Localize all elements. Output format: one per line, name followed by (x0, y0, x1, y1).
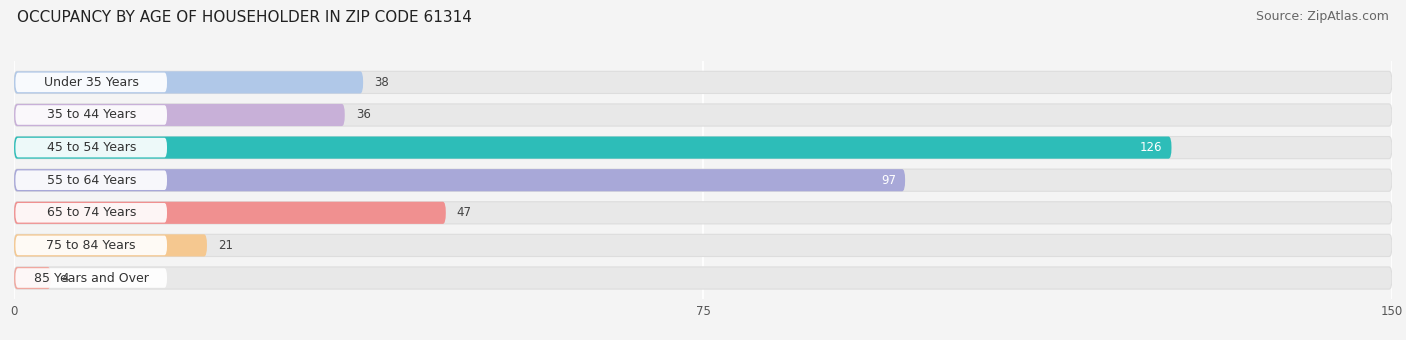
Text: Source: ZipAtlas.com: Source: ZipAtlas.com (1256, 10, 1389, 23)
Text: 75 to 84 Years: 75 to 84 Years (46, 239, 136, 252)
FancyBboxPatch shape (14, 169, 905, 191)
FancyBboxPatch shape (15, 170, 167, 190)
Text: 21: 21 (218, 239, 233, 252)
Text: 38: 38 (374, 76, 389, 89)
FancyBboxPatch shape (14, 104, 1392, 126)
Text: Under 35 Years: Under 35 Years (44, 76, 139, 89)
FancyBboxPatch shape (15, 203, 167, 223)
Text: 85 Years and Over: 85 Years and Over (34, 272, 149, 285)
Text: 126: 126 (1140, 141, 1163, 154)
FancyBboxPatch shape (14, 71, 1392, 94)
FancyBboxPatch shape (15, 268, 167, 288)
FancyBboxPatch shape (15, 105, 167, 125)
Text: 4: 4 (62, 272, 69, 285)
FancyBboxPatch shape (14, 234, 207, 256)
FancyBboxPatch shape (14, 137, 1171, 159)
Text: 65 to 74 Years: 65 to 74 Years (46, 206, 136, 219)
Text: OCCUPANCY BY AGE OF HOUSEHOLDER IN ZIP CODE 61314: OCCUPANCY BY AGE OF HOUSEHOLDER IN ZIP C… (17, 10, 472, 25)
FancyBboxPatch shape (14, 267, 1392, 289)
FancyBboxPatch shape (15, 236, 167, 255)
Text: 97: 97 (882, 174, 896, 187)
FancyBboxPatch shape (14, 234, 1392, 256)
FancyBboxPatch shape (14, 202, 446, 224)
FancyBboxPatch shape (14, 137, 1392, 159)
Text: 45 to 54 Years: 45 to 54 Years (46, 141, 136, 154)
FancyBboxPatch shape (14, 202, 1392, 224)
FancyBboxPatch shape (15, 73, 167, 92)
FancyBboxPatch shape (15, 138, 167, 157)
FancyBboxPatch shape (14, 267, 51, 289)
FancyBboxPatch shape (14, 169, 1392, 191)
Text: 36: 36 (356, 108, 371, 121)
FancyBboxPatch shape (14, 71, 363, 94)
Text: 35 to 44 Years: 35 to 44 Years (46, 108, 136, 121)
FancyBboxPatch shape (14, 104, 344, 126)
Text: 47: 47 (457, 206, 472, 219)
Text: 55 to 64 Years: 55 to 64 Years (46, 174, 136, 187)
